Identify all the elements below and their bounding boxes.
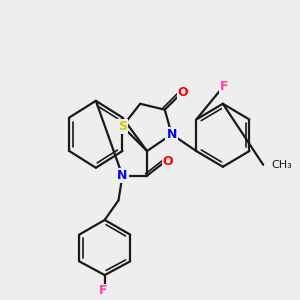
- Text: O: O: [162, 155, 173, 168]
- Text: O: O: [177, 86, 188, 99]
- Text: F: F: [98, 284, 107, 297]
- Text: CH₃: CH₃: [271, 160, 292, 170]
- Text: F: F: [220, 80, 228, 93]
- Text: N: N: [167, 128, 177, 141]
- Text: S: S: [118, 120, 127, 133]
- Text: N: N: [117, 169, 128, 182]
